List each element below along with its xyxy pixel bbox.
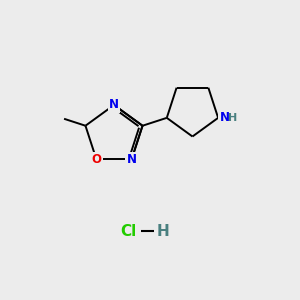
Text: H: H (157, 224, 169, 238)
Text: O: O (92, 153, 101, 166)
Text: N: N (220, 111, 230, 124)
Text: N: N (127, 153, 136, 166)
Text: N: N (109, 98, 119, 112)
Text: H: H (228, 113, 237, 123)
Text: Cl: Cl (120, 224, 136, 238)
